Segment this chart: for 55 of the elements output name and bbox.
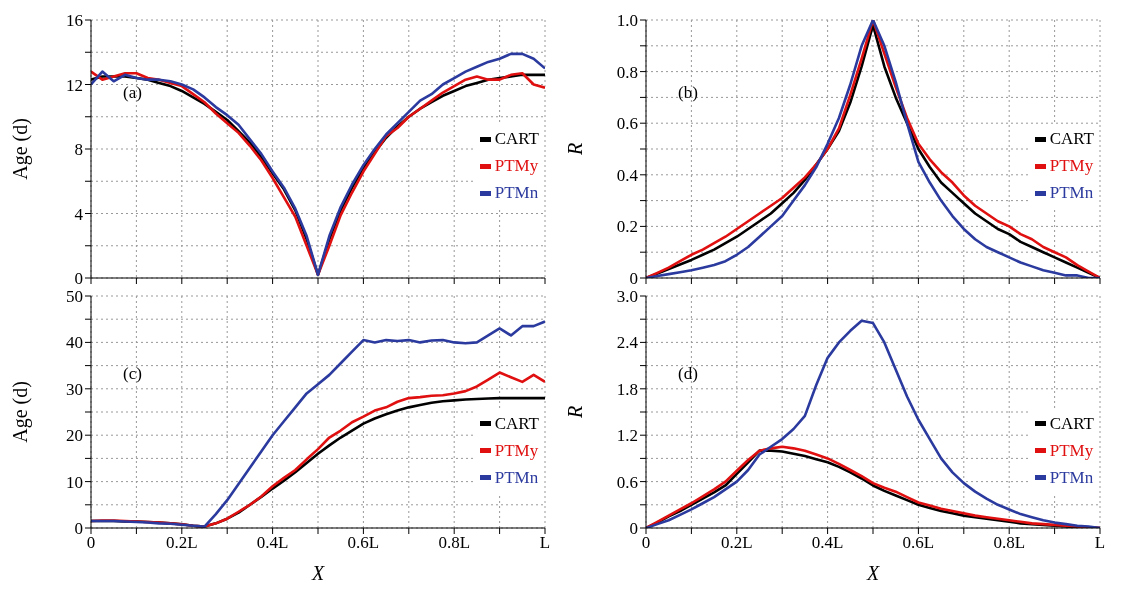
x-tick-label: 0.6L	[902, 533, 935, 553]
legend-label: CART	[494, 413, 539, 434]
y-tick-label: 16	[66, 11, 83, 31]
legend-label: PTMn	[494, 183, 539, 204]
legend-label: PTMn	[1049, 183, 1094, 204]
y-tick-label: 0	[629, 519, 638, 539]
y-tick-label: 40	[66, 333, 83, 353]
legend-label: PTMn	[494, 467, 539, 488]
y-tick-label: 50	[66, 287, 83, 307]
x-tick-label: L	[539, 533, 551, 553]
x-tick-label: 0.6L	[347, 533, 380, 553]
legend-label: PTMy	[1049, 440, 1094, 461]
y-tick-label: 0.8	[616, 62, 638, 82]
x-tick-label: 0.2L	[720, 533, 753, 553]
legend-label: CART	[1049, 129, 1094, 150]
annotation: (b)	[678, 82, 698, 103]
y-tick-label: 3.0	[616, 287, 638, 307]
y-tick-label: 0.4	[616, 165, 639, 185]
y-tick-label: 12	[66, 75, 83, 95]
y-tick-label: 4	[74, 204, 84, 224]
annotation: (a)	[123, 82, 142, 103]
y-tick-label: 1.8	[616, 379, 638, 399]
y-tick-label: 8	[74, 140, 83, 160]
y-tick-label: 1.2	[616, 426, 638, 446]
legend-label: CART	[1049, 413, 1094, 434]
legend-label: PTMy	[494, 156, 539, 177]
legend-label: PTMy	[494, 440, 539, 461]
x-axis-title: X	[310, 562, 325, 584]
x-tick-label: L	[1094, 533, 1106, 553]
y-tick-label: 0.6	[616, 114, 638, 134]
x-axis-title: X	[865, 562, 880, 584]
y-tick-label: 1.0	[616, 11, 638, 31]
y-tick-label: 0	[629, 269, 638, 289]
y-axis-title: R	[564, 405, 587, 420]
y-tick-label: 20	[66, 426, 83, 446]
annotation: (c)	[123, 363, 142, 384]
annotation: (d)	[678, 363, 698, 384]
legend-label: PTMn	[1049, 467, 1094, 488]
y-axis-title: R	[564, 142, 587, 157]
y-tick-label: 2.4	[616, 333, 639, 353]
y-axis-title: Age (d)	[9, 118, 33, 180]
y-tick-label: 30	[66, 379, 83, 399]
y-tick-label: 0.2	[616, 217, 638, 237]
legend-label: PTMy	[1049, 156, 1094, 177]
legend-label: CART	[494, 129, 539, 150]
x-tick-label: 0.2L	[165, 533, 198, 553]
y-tick-label: 0	[74, 519, 83, 539]
x-tick-label: 0.4L	[256, 533, 289, 553]
y-tick-label: 0.6	[616, 472, 638, 492]
x-tick-label: 0.8L	[438, 533, 471, 553]
y-axis-title: Age (d)	[9, 381, 33, 443]
y-tick-label: 10	[66, 472, 83, 492]
x-tick-label: 0.4L	[811, 533, 844, 553]
x-tick-label: 0.8L	[993, 533, 1026, 553]
y-tick-label: 0	[74, 269, 83, 289]
